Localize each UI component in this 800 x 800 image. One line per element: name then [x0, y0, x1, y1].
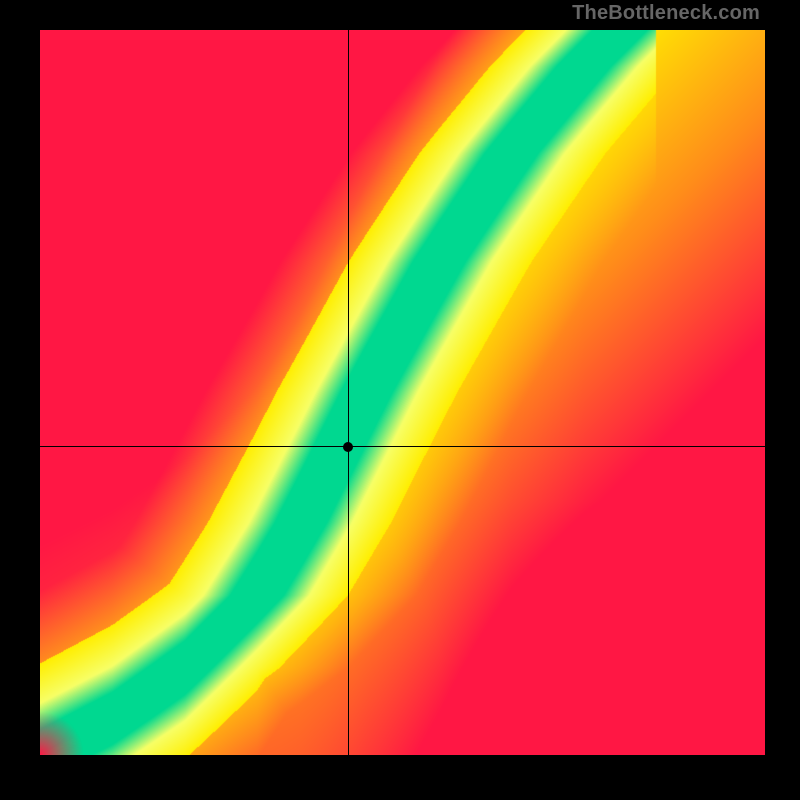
crosshair-horizontal	[40, 446, 765, 447]
crosshair-vertical	[348, 30, 349, 755]
heatmap-plot	[40, 30, 765, 755]
attribution-text: TheBottleneck.com	[572, 2, 760, 25]
crosshair-marker	[343, 442, 353, 452]
chart-container: TheBottleneck.com	[0, 0, 800, 800]
heatmap-canvas	[40, 30, 765, 755]
